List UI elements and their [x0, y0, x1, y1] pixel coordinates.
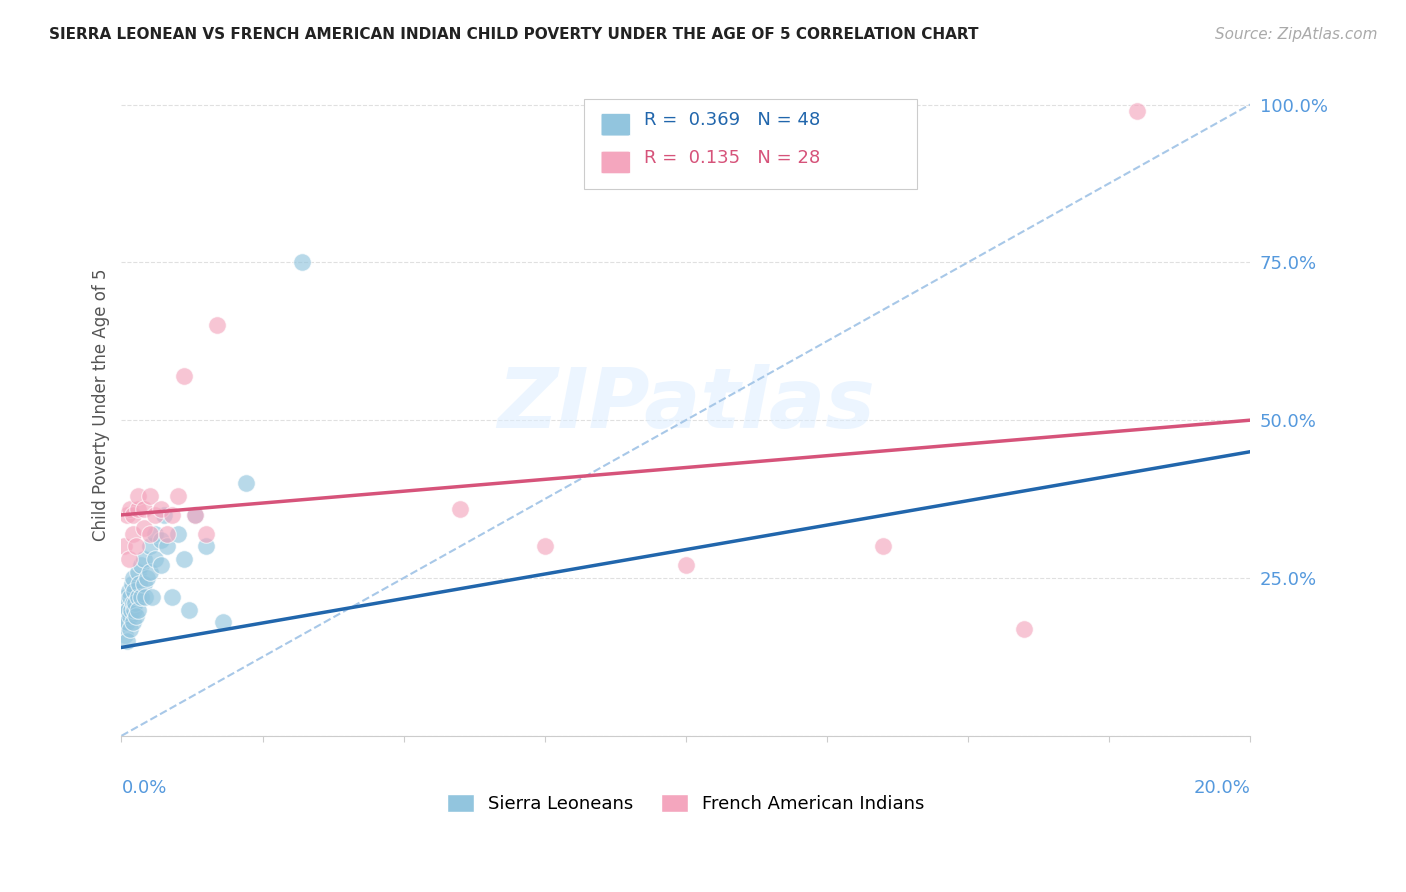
Point	[134, 590, 156, 604]
Point	[127, 489, 149, 503]
Point	[117, 602, 139, 616]
Text: R =  0.135   N = 28: R = 0.135 N = 28	[644, 149, 820, 167]
Point	[143, 552, 166, 566]
Point	[152, 508, 174, 522]
Point	[138, 489, 160, 503]
Point	[291, 255, 314, 269]
Text: R =  0.369   N = 48: R = 0.369 N = 48	[644, 111, 820, 129]
Point	[112, 615, 135, 630]
FancyBboxPatch shape	[602, 152, 630, 174]
Point	[155, 526, 177, 541]
Point	[138, 540, 160, 554]
Point	[143, 526, 166, 541]
Point	[127, 602, 149, 616]
Point	[1126, 103, 1149, 118]
Point	[121, 508, 143, 522]
Point	[124, 583, 146, 598]
FancyBboxPatch shape	[602, 113, 630, 136]
Point	[184, 508, 207, 522]
Point	[124, 608, 146, 623]
Text: ZIPatlas: ZIPatlas	[496, 364, 875, 445]
Point	[115, 508, 138, 522]
FancyBboxPatch shape	[583, 100, 917, 189]
Point	[449, 501, 471, 516]
Point	[1014, 622, 1036, 636]
Point	[155, 540, 177, 554]
Point	[132, 577, 155, 591]
Point	[149, 533, 172, 548]
Point	[127, 590, 149, 604]
Point	[138, 565, 160, 579]
Point	[195, 540, 218, 554]
Point	[132, 501, 155, 516]
Text: Source: ZipAtlas.com: Source: ZipAtlas.com	[1215, 27, 1378, 42]
Point	[121, 526, 143, 541]
Point	[114, 628, 136, 642]
Point	[207, 318, 229, 333]
Point	[675, 558, 697, 573]
Point	[127, 565, 149, 579]
Point	[121, 615, 143, 630]
Point	[118, 501, 141, 516]
Point	[127, 501, 149, 516]
Point	[129, 590, 152, 604]
Point	[179, 602, 201, 616]
Point	[118, 583, 141, 598]
Point	[132, 552, 155, 566]
Point	[160, 508, 183, 522]
Point	[115, 634, 138, 648]
Point	[120, 622, 142, 636]
Point	[212, 615, 235, 630]
Point	[121, 571, 143, 585]
Point	[160, 590, 183, 604]
Point	[121, 596, 143, 610]
Point	[173, 552, 195, 566]
Point	[235, 476, 257, 491]
Point	[184, 508, 207, 522]
Point	[173, 369, 195, 384]
Point	[128, 577, 150, 591]
Point	[112, 540, 135, 554]
Point	[120, 602, 142, 616]
Point	[143, 508, 166, 522]
Text: 0.0%: 0.0%	[121, 779, 167, 797]
Point	[129, 558, 152, 573]
Text: SIERRA LEONEAN VS FRENCH AMERICAN INDIAN CHILD POVERTY UNDER THE AGE OF 5 CORREL: SIERRA LEONEAN VS FRENCH AMERICAN INDIAN…	[49, 27, 979, 42]
Point	[167, 526, 190, 541]
Point	[872, 540, 894, 554]
Point	[124, 596, 146, 610]
Point	[533, 540, 555, 554]
Text: 20.0%: 20.0%	[1194, 779, 1250, 797]
Point	[141, 590, 163, 604]
Point	[149, 501, 172, 516]
Point	[118, 608, 141, 623]
Point	[132, 520, 155, 534]
Point	[115, 615, 138, 630]
Point	[118, 590, 141, 604]
Y-axis label: Child Poverty Under the Age of 5: Child Poverty Under the Age of 5	[93, 268, 110, 541]
Point	[149, 558, 172, 573]
Point	[138, 526, 160, 541]
Point	[195, 526, 218, 541]
Point	[135, 571, 157, 585]
Point	[121, 577, 143, 591]
Point	[167, 489, 190, 503]
Legend: Sierra Leoneans, French American Indians: Sierra Leoneans, French American Indians	[437, 785, 934, 822]
Point	[124, 540, 146, 554]
Point	[112, 602, 135, 616]
Point	[115, 590, 138, 604]
Point	[122, 602, 145, 616]
Point	[118, 552, 141, 566]
